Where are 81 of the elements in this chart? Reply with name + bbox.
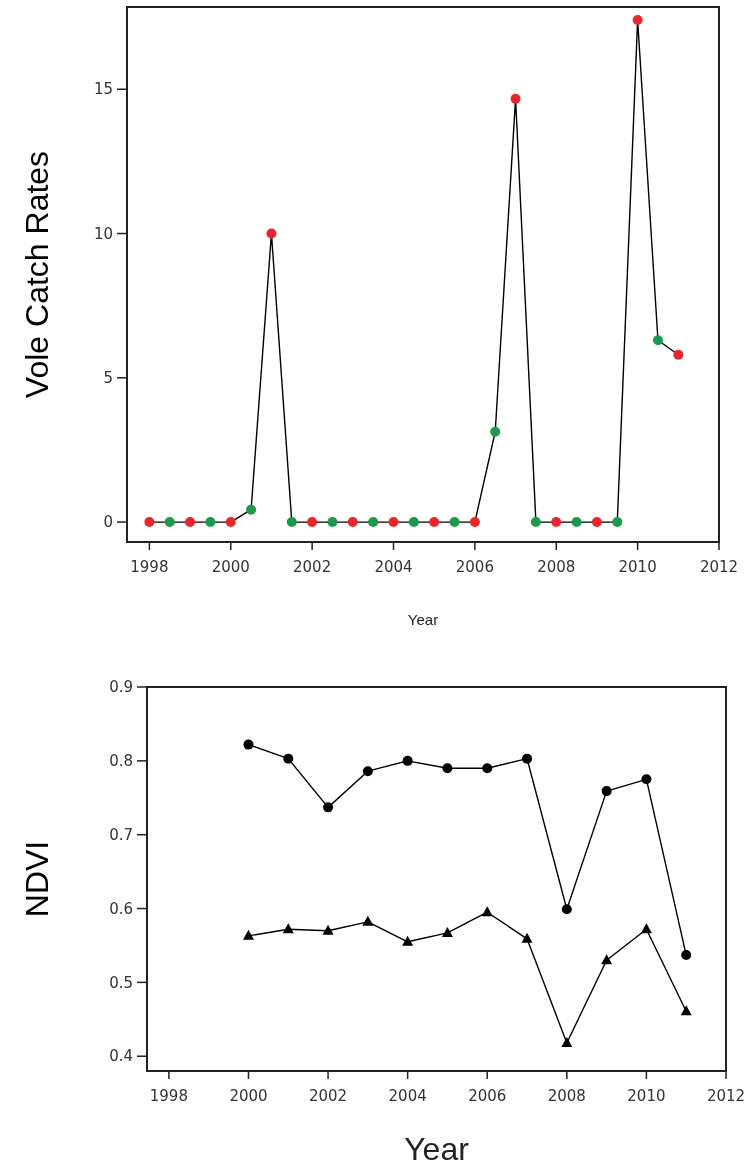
y-tick-label: 5 [103,369,113,388]
y-tick-label: 0.5 [109,973,133,992]
point [652,335,663,346]
point [164,517,175,528]
point [185,517,196,528]
point [402,935,414,946]
x-tick-label: 2008 [547,1087,586,1105]
x-tick-label: 1998 [130,558,169,576]
x-tick-label: 2010 [627,1087,666,1105]
x-tick-label: 2002 [308,1087,348,1105]
point [632,14,643,25]
point [681,950,692,961]
x-tick-label: 1998 [149,1087,188,1105]
point [490,426,501,437]
point [601,954,613,965]
x-tick-label: 2002 [293,558,332,576]
y-axis-title: NDVI [19,840,55,918]
point [442,763,453,774]
y-tick-label: 0.6 [109,899,133,918]
point [347,517,358,528]
point [246,504,257,515]
point [601,786,612,797]
point [482,763,493,774]
y-tick-label: 10 [93,224,113,243]
point [402,755,413,766]
point [322,924,334,935]
point [591,517,602,528]
x-tick-label: 2010 [618,558,657,576]
x-tick-label: 2006 [455,558,494,576]
y-tick-label: 0 [103,513,113,532]
point [641,774,652,785]
point [522,753,533,764]
x-tick-label: 2012 [706,1087,745,1105]
point [640,923,652,934]
point [327,517,338,528]
x-tick-label: 2000 [229,1087,268,1105]
y-tick-label: 0.9 [109,678,133,697]
point [283,753,294,764]
point [282,923,294,934]
point [673,349,684,360]
point [521,932,533,943]
point [561,1036,573,1047]
point [225,517,236,528]
x-tick-label: 2006 [468,1087,507,1105]
point [408,517,419,528]
point [307,517,318,528]
y-tick-label: 0.4 [109,1047,133,1066]
point [469,517,480,528]
point [441,926,453,937]
x-tick-label: 2004 [374,558,413,576]
point [243,739,254,750]
point [368,517,379,528]
point [561,904,572,915]
x-tick-label: 2008 [537,558,576,576]
point [362,915,374,926]
point [144,517,155,528]
x-tick-label: 2000 [211,558,250,576]
point [286,517,297,528]
x-axis-title: Year [404,1131,470,1167]
x-tick-label: 2012 [699,558,739,576]
point [481,906,493,917]
point [266,228,277,239]
point [242,929,254,940]
y-tick-label: 15 [93,80,113,99]
y-axis-title: Vole Catch Rates [19,150,55,399]
point [449,517,460,528]
point [205,517,216,528]
point [571,517,582,528]
x-axis-title: Year [407,611,439,628]
point [388,517,399,528]
point [680,1005,692,1016]
point [530,517,541,528]
y-tick-label: 0.7 [109,825,133,844]
point [362,766,373,777]
x-tick-label: 2004 [388,1087,427,1105]
y-tick-label: 0.8 [109,752,133,771]
point [323,802,334,813]
point [510,93,521,104]
point [551,517,562,528]
point [429,517,440,528]
point [612,517,623,528]
